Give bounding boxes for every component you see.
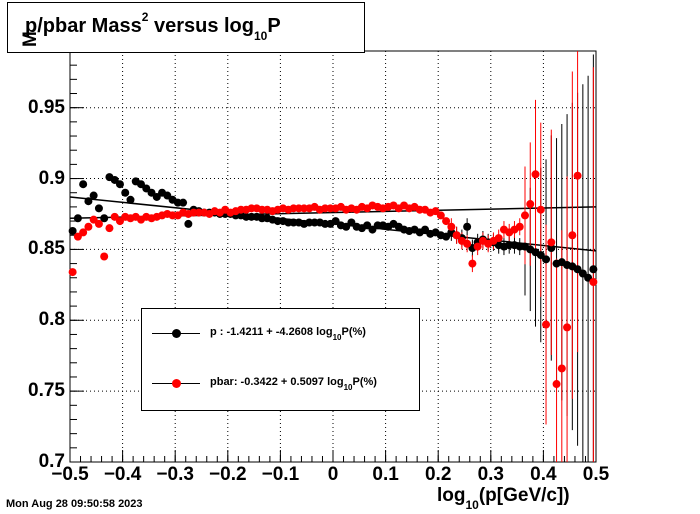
legend-pbar-post: P(%) <box>352 376 377 388</box>
point-pbar <box>105 224 114 233</box>
point-p <box>89 191 98 200</box>
legend-pbar-pre: pbar: -0.3422 + 0.5097 log <box>210 376 344 388</box>
x-tick-label: −0.1 <box>261 464 300 485</box>
xlabel-pre: log <box>437 485 466 506</box>
point-pbar <box>520 211 529 220</box>
point-p <box>589 265 598 274</box>
point-p <box>184 219 193 228</box>
point-pbar <box>568 231 577 240</box>
point-pbar <box>563 323 572 332</box>
y-tick-label: 0.75 <box>28 380 65 402</box>
point-pbar <box>573 171 582 180</box>
x-tick-label: 0 <box>327 464 339 485</box>
point-p <box>79 180 88 189</box>
point-p <box>121 188 130 197</box>
y-tick-label: 0.95 <box>28 96 65 118</box>
point-p <box>94 204 103 213</box>
x-tick-label: 0.3 <box>477 464 504 485</box>
point-p <box>115 180 124 189</box>
legend-entry-pbar: pbar: -0.3422 + 0.5097 log10P(%) <box>150 374 415 394</box>
point-p <box>68 226 77 235</box>
y-axis-label: M <box>20 31 41 47</box>
point-pbar <box>442 217 451 226</box>
point-pbar <box>68 268 77 277</box>
timestamp: Mon Aug 28 09:50:58 2023 <box>6 498 143 510</box>
point-p <box>542 255 551 264</box>
legend-p-sub: 10 <box>332 333 342 342</box>
point-p <box>547 243 556 252</box>
point-pbar <box>79 228 88 237</box>
y-tick-label: 0.8 <box>38 309 65 331</box>
x-tick-label: −0.5 <box>51 464 89 485</box>
legend-p-post: P(%) <box>341 326 366 338</box>
point-p <box>73 214 82 223</box>
title-rest: versus log <box>148 15 254 37</box>
x-tick-label: 0.2 <box>424 464 452 485</box>
point-pbar <box>473 242 482 251</box>
point-pbar <box>436 211 445 220</box>
point-p <box>126 195 135 204</box>
point-p <box>463 222 472 231</box>
x-tick-label: 0.4 <box>530 464 557 485</box>
xlabel-post: (p[GeV/c]) <box>478 485 570 506</box>
point-pbar <box>100 252 109 261</box>
title-box: p/pbar Mass2 versus log10P <box>7 2 365 53</box>
point-pbar <box>452 231 461 240</box>
xlabel-sub: 10 <box>465 498 479 512</box>
point-pbar <box>589 278 598 287</box>
x-tick-label: 0.5 <box>582 464 610 485</box>
legend-p-pre: p : -1.4211 + -4.2608 log <box>210 326 333 338</box>
y-tick-label: 0.85 <box>28 238 65 260</box>
point-p <box>84 197 93 206</box>
title-end: P <box>267 15 281 37</box>
grid <box>70 51 596 462</box>
legend-pbar-sub: 10 <box>343 383 353 392</box>
axis-ticks <box>69 50 597 463</box>
x-tick-label: −0.4 <box>103 464 142 485</box>
point-pbar <box>515 222 524 231</box>
title-sub: 10 <box>254 29 268 43</box>
point-pbar <box>526 200 535 209</box>
x-tick-label: −0.2 <box>209 464 247 485</box>
point-pbar <box>94 219 103 228</box>
chart-title: p/pbar Mass2 versus log10P <box>25 10 281 43</box>
point-pbar <box>557 364 566 373</box>
y-tick-label: 0.9 <box>38 167 65 189</box>
y-tick-label: 0.7 <box>38 451 65 472</box>
point-p <box>179 198 188 207</box>
legend-marker-pbar <box>172 379 181 388</box>
legend-marker-p <box>172 329 181 338</box>
title-sup: 2 <box>141 10 149 24</box>
point-pbar <box>542 320 551 329</box>
point-pbar <box>494 234 503 243</box>
point-pbar <box>536 205 545 214</box>
data-points <box>68 170 598 389</box>
x-axis-label: log10(p[GeV/c]) <box>437 485 570 512</box>
point-p <box>100 214 109 223</box>
point-pbar <box>468 259 477 268</box>
x-tick-label: 0.1 <box>372 464 399 485</box>
point-pbar <box>552 380 561 389</box>
point-pbar <box>84 222 93 231</box>
legend: p : -1.4211 + -4.2608 log10P(%) pbar: -0… <box>141 308 420 411</box>
legend-entry-p: p : -1.4211 + -4.2608 log10P(%) <box>150 324 415 344</box>
title-main: p/pbar Mass <box>25 15 142 37</box>
legend-text-p: p : -1.4211 + -4.2608 log10P(%) <box>210 326 366 342</box>
legend-text-pbar: pbar: -0.3422 + 0.5097 log10P(%) <box>210 376 377 392</box>
point-pbar <box>447 222 456 231</box>
point-pbar <box>463 239 472 248</box>
point-pbar <box>531 170 540 179</box>
point-pbar <box>547 238 556 247</box>
x-tick-label: −0.3 <box>156 464 194 485</box>
